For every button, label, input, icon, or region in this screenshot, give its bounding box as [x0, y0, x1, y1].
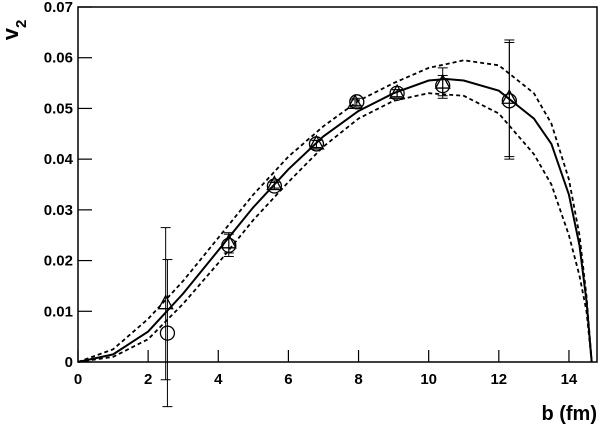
- x-tick-label: 12: [490, 371, 507, 388]
- circle-marker: [266, 178, 283, 194]
- x-axis-label: b (fm): [541, 403, 597, 425]
- y-label-sub: 2: [13, 20, 30, 28]
- y-tick-label: 0.02: [44, 253, 73, 270]
- y-axis-label: v2: [0, 20, 30, 41]
- y-tick-label: 0.05: [44, 100, 73, 117]
- circle-marker: [159, 325, 176, 341]
- triangle-marker: [308, 134, 325, 150]
- y-tick-label: 0: [65, 354, 73, 371]
- x-tick-label: 4: [214, 371, 223, 388]
- y-tick-label: 0.01: [44, 303, 73, 320]
- x-tick-label: 8: [354, 371, 362, 388]
- curve: [77, 77, 593, 363]
- circle-marker: [349, 94, 365, 110]
- y-label-main: v: [0, 27, 23, 40]
- y-tick-label: 0.07: [44, 0, 73, 16]
- x-tick-label: 10: [420, 371, 437, 388]
- circle-marker: [501, 93, 517, 109]
- y-tick-label: 0.04: [44, 151, 74, 168]
- curve: [77, 59, 593, 363]
- x-tick-label: 2: [144, 371, 152, 388]
- curve: [77, 92, 593, 363]
- x-tick-label: 6: [284, 371, 292, 388]
- triangle-marker: [157, 294, 174, 310]
- plot-frame: [77, 6, 598, 363]
- x-tick-label: 14: [561, 371, 578, 388]
- circle-marker: [308, 136, 325, 152]
- y-tick-label: 0.06: [44, 50, 73, 67]
- x-tick-label: 0: [74, 371, 82, 388]
- y-tick-label: 0.03: [44, 202, 73, 219]
